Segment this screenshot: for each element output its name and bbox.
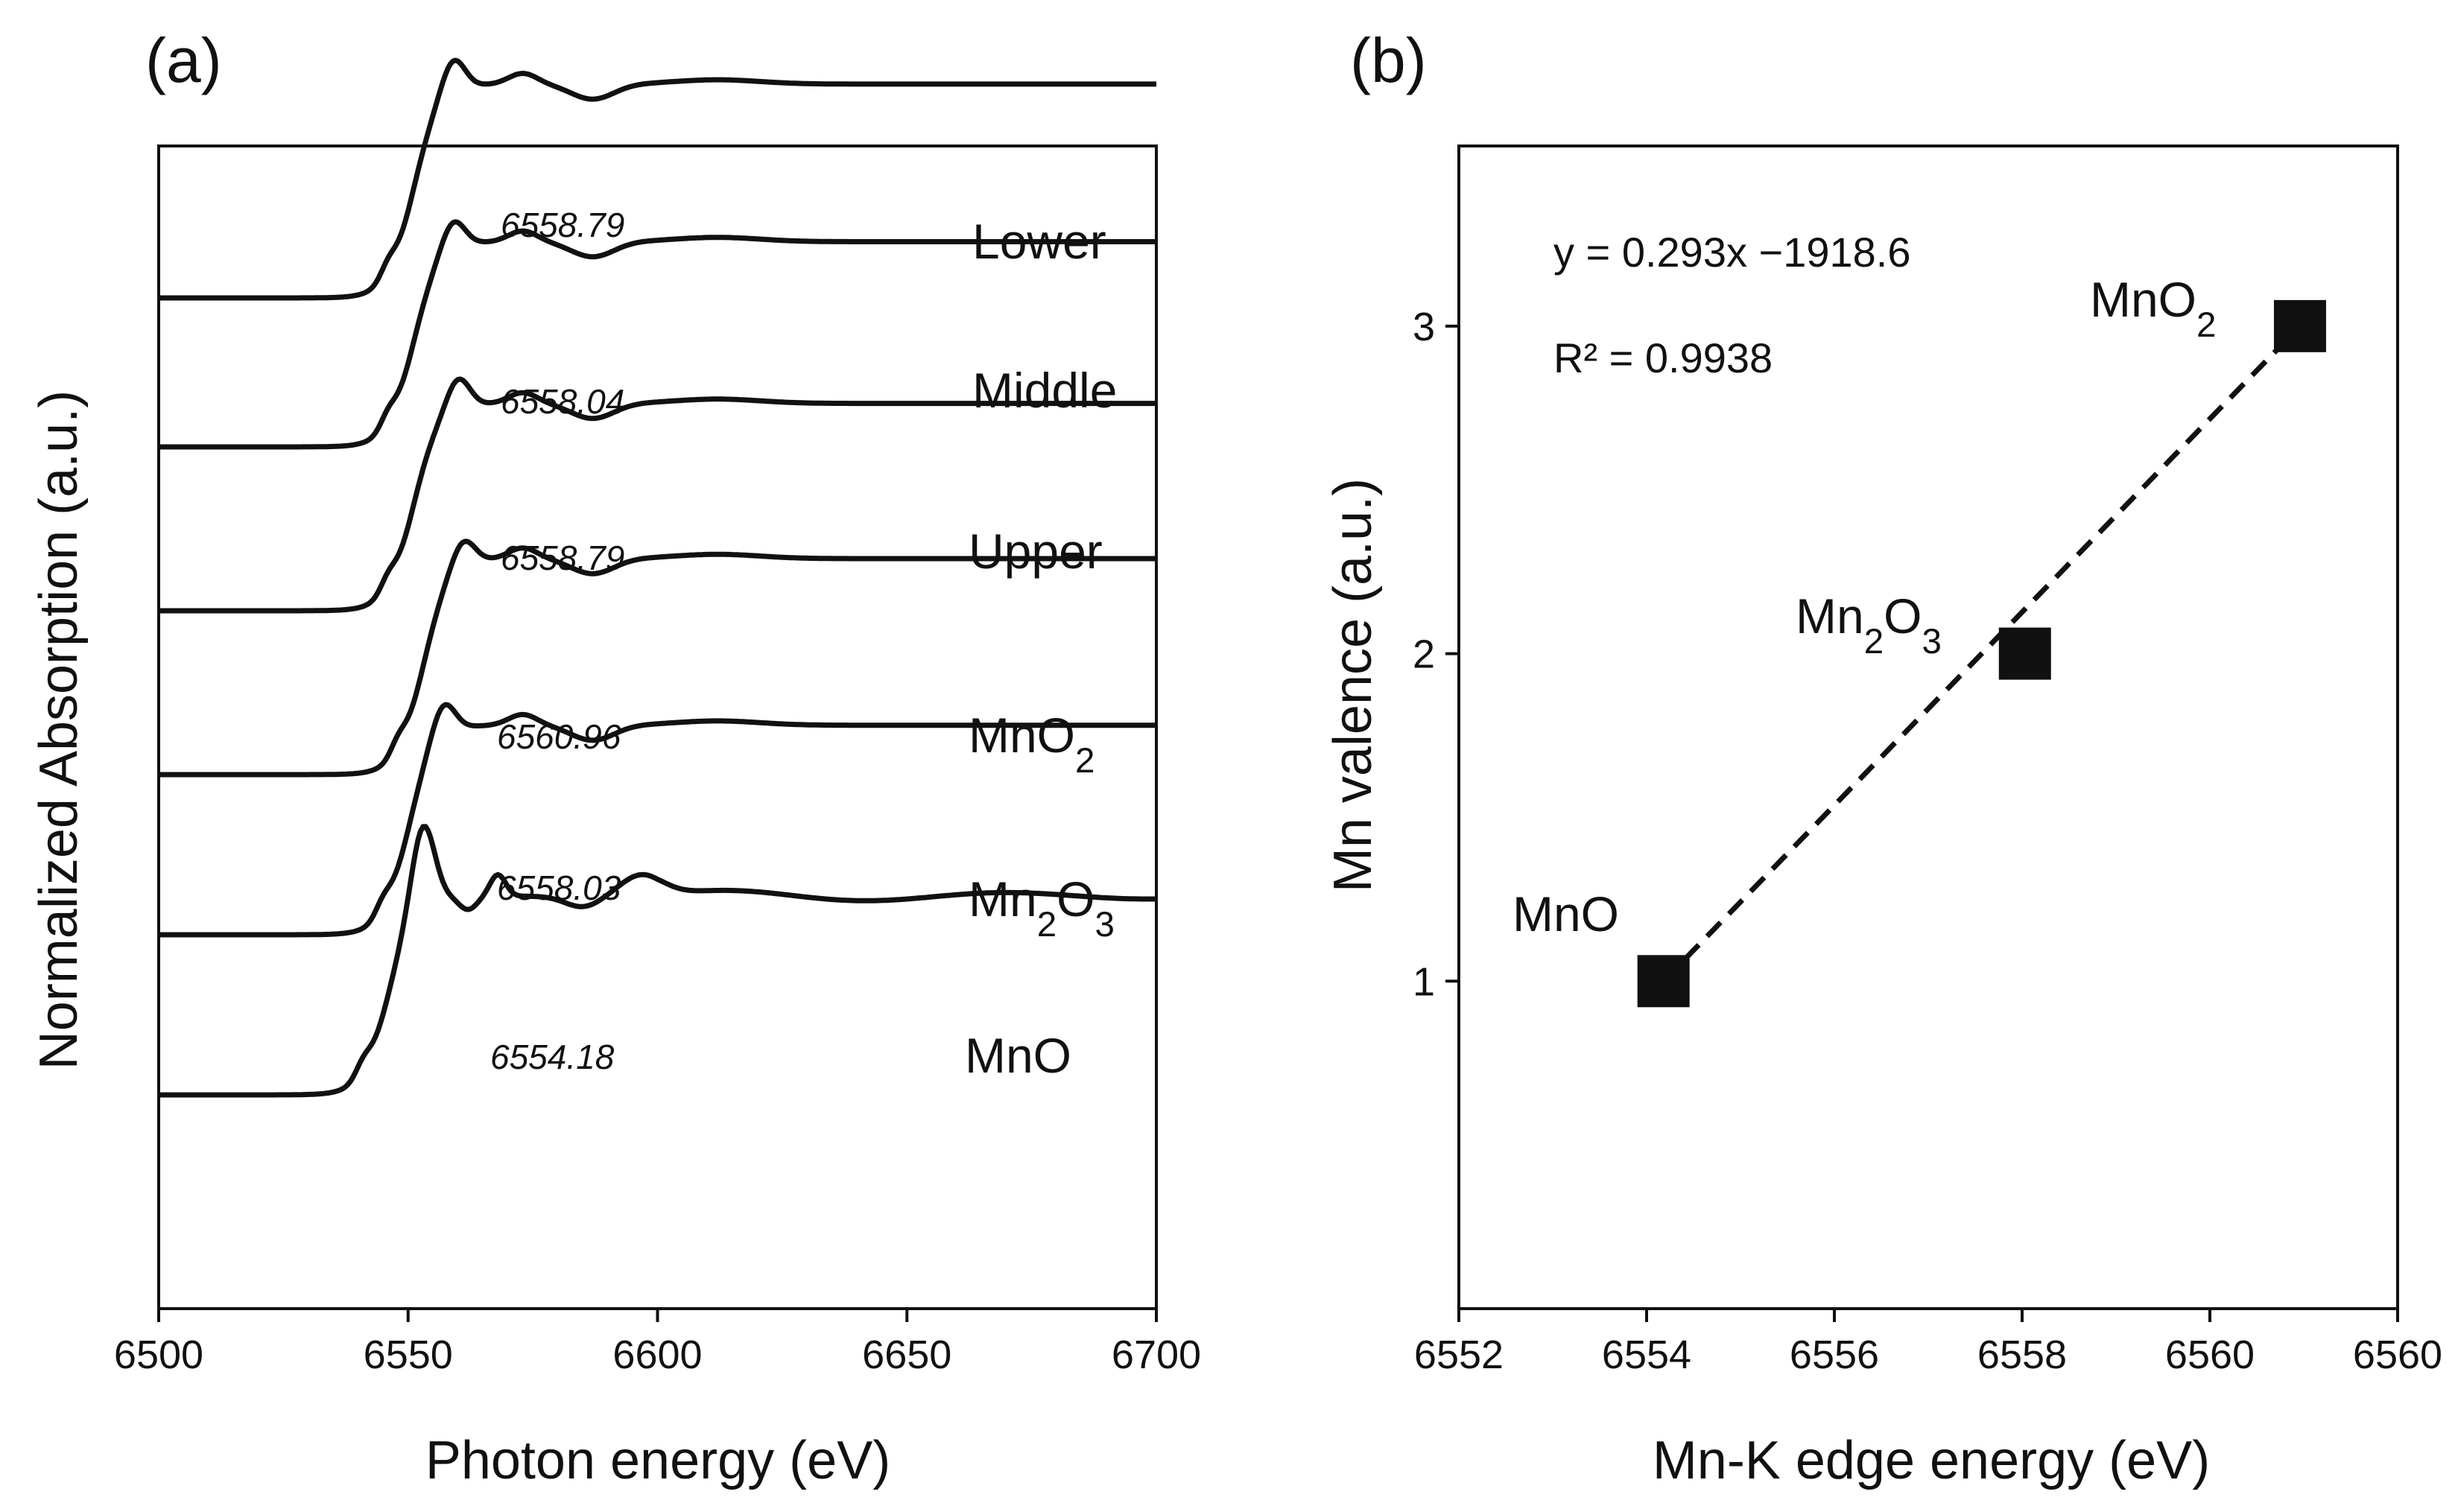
edge-value-mno2: 6560.96 (497, 717, 621, 756)
panel-a-edge-values: 6558.79 6558.04 6558.79 6560.96 6558.03 … (490, 206, 624, 1076)
panel-a-y-axis-title: Normalized Absorption (a.u.) (29, 390, 89, 1070)
panel-a: (a) Lower Middle Upper MnO2 Mn2O3 MnO 65… (29, 25, 1201, 1490)
x-tick-label: 6600 (612, 1332, 702, 1377)
series-label-mno2: MnO2 (969, 708, 1095, 781)
trace-upper (158, 376, 1157, 614)
panel-b: (b) 6552 6554 6556 6558 6560 6560 1 2 3 y = 0.2… (1323, 25, 2442, 1490)
edge-value-mn2o3: 6558.03 (497, 868, 621, 907)
trace-mn2o3 (158, 702, 1157, 938)
x-tick-label: 6700 (1112, 1332, 1201, 1377)
panel-b-y-axis-title: Mn valence (a.u.) (1323, 478, 1383, 892)
panel-a-series-labels: Lower Middle Upper MnO2 Mn2O3 MnO (965, 214, 1117, 1083)
x-tick-label: 6550 (364, 1332, 453, 1377)
edge-value-mno: 6554.18 (490, 1038, 615, 1076)
y-tick-label: 3 (1413, 305, 1435, 349)
y-tick-label: 1 (1413, 959, 1435, 1004)
x-tick-label: 6552 (1414, 1332, 1504, 1377)
fit-r-squared: R² = 0.9938 (1553, 334, 1773, 381)
point-label-mn2o3: Mn2O3 (1796, 588, 1942, 661)
point-label-mno2: MnO2 (2090, 272, 2216, 345)
x-tick-label: 6560 (2165, 1332, 2255, 1377)
panel-b-x-axis: 6552 6554 6556 6558 6560 6560 (1414, 1309, 2442, 1377)
panel-a-traces (158, 57, 1157, 1098)
panel-b-tag: (b) (1350, 25, 1427, 95)
data-point-marker (1637, 955, 1690, 1008)
y-tick-label: 2 (1413, 632, 1435, 677)
trace-mno (158, 824, 1157, 1098)
point-label-mno: MnO (1512, 886, 1619, 941)
data-point-marker (1998, 627, 2051, 680)
x-tick-label: 6558 (1977, 1332, 2067, 1377)
fit-line (1662, 324, 2302, 983)
x-tick-label: 6556 (1790, 1332, 1879, 1377)
series-label-mn2o3: Mn2O3 (969, 871, 1115, 944)
panel-b-point-labels: MnO Mn2O3 MnO2 (1512, 272, 2216, 941)
data-point-marker (2273, 299, 2326, 352)
series-label-upper: Upper (969, 524, 1103, 579)
trace-lower (158, 57, 1157, 301)
edge-value-middle: 6558.04 (501, 382, 624, 421)
edge-value-lower: 6558.79 (501, 206, 624, 244)
panel-a-x-axis-title: Photon energy (eV) (425, 1431, 890, 1490)
panel-a-tag: (a) (145, 25, 222, 95)
panel-b-x-axis-title: Mn-K edge energy (eV) (1653, 1431, 2210, 1490)
x-tick-label: 6500 (114, 1332, 203, 1377)
panel-b-plot-frame (1457, 144, 2399, 1310)
fit-equation: y = 0.293x −1918.6 (1553, 229, 1911, 276)
x-tick-label: 6650 (862, 1332, 951, 1377)
trace-middle (158, 219, 1157, 450)
panel-b-y-axis: 1 2 3 (1413, 305, 1459, 1004)
trace-mno2 (158, 539, 1157, 778)
x-tick-label: 6554 (1602, 1332, 1691, 1377)
series-label-lower: Lower (972, 214, 1106, 269)
series-label-mno: MnO (965, 1028, 1071, 1083)
panel-b-points (1637, 299, 2326, 1008)
series-label-middle: Middle (972, 363, 1117, 418)
edge-value-upper: 6558.79 (501, 539, 624, 577)
panel-a-x-axis: 6500 6550 6600 6650 6700 (114, 1309, 1201, 1377)
x-tick-label: 6560 (2353, 1332, 2442, 1377)
